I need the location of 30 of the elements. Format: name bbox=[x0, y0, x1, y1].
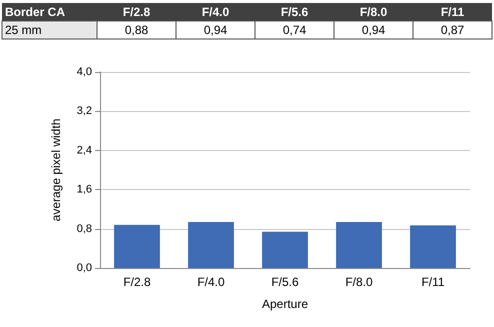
data-label: 0,94 bbox=[362, 23, 386, 37]
x-tick-label: F/4.0 bbox=[197, 275, 225, 289]
bar bbox=[410, 225, 456, 268]
bar bbox=[336, 222, 382, 268]
category-label: F/5.6 bbox=[280, 5, 308, 19]
data-label: 0,88 bbox=[124, 23, 148, 37]
bar bbox=[114, 224, 160, 268]
x-tick-label: F/11 bbox=[421, 275, 445, 289]
x-axis-title: Aperture bbox=[262, 297, 308, 311]
data-label: 0,74 bbox=[282, 23, 306, 37]
y-tick-label: 0,0 bbox=[76, 262, 92, 274]
y-axis-title: average pixel width bbox=[49, 118, 63, 222]
y-tick-label: 2,4 bbox=[76, 144, 92, 156]
y-tick-label: 4,0 bbox=[76, 66, 92, 78]
chart-title: Border CA bbox=[5, 5, 66, 19]
data-label: 0,94 bbox=[204, 23, 228, 37]
chart-subtitle: 25 mm bbox=[5, 23, 42, 37]
bar bbox=[262, 232, 308, 268]
category-label: F/8.0 bbox=[360, 5, 388, 19]
data-label: 0,87 bbox=[440, 23, 464, 37]
y-tick-label: 1,6 bbox=[76, 184, 92, 196]
bar bbox=[188, 222, 234, 268]
y-tick-label: 3,2 bbox=[76, 105, 92, 118]
category-label: F/4.0 bbox=[202, 5, 230, 19]
category-label: F/11 bbox=[440, 5, 464, 19]
category-label: F/2.8 bbox=[122, 5, 150, 19]
y-tick-label: 0,8 bbox=[76, 222, 92, 235]
x-tick-label: F/5.6 bbox=[271, 275, 299, 289]
x-tick-label: F/8.0 bbox=[345, 275, 373, 289]
x-tick-label: F/2.8 bbox=[123, 275, 151, 289]
